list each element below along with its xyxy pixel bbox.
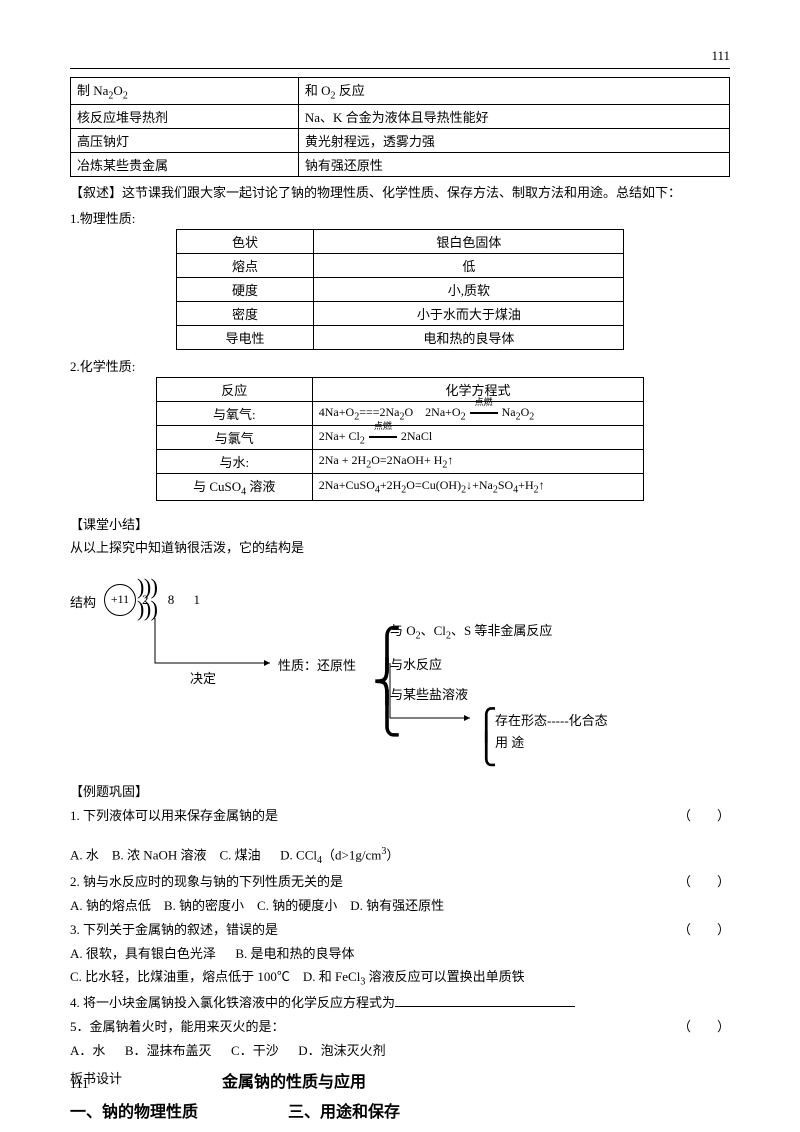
summary-text: 从以上探究中知道钠很活泼，它的结构是 — [70, 538, 730, 558]
page-number-top: 111 — [711, 48, 730, 64]
table-physical: 色状银白色固体熔点低硬度小,质软密度小于水而大于煤油导电性电和热的良导体 — [176, 229, 625, 350]
table-uses: 制 Na2O2和 O2 反应核反应堆导热剂Na、K 合金为液体且导热性能好高压钠… — [70, 77, 730, 177]
structure-diagram: 结构 +11 2 8 1 ) ) ) ) ) ) 决定 性质：还原性 ⎧⎨⎩ 与… — [70, 568, 730, 768]
questions-block: 1. 下列液体可以用来保存金属钠的是（ ） A. 水 B. 浓 NaOH 溶液 C… — [70, 805, 730, 1062]
board-right: 三、用途和保存 — [288, 1098, 400, 1122]
reaction-salt: 与某些盐溶液 — [390, 684, 468, 703]
page-number-bottom: 111 — [70, 1076, 89, 1092]
question-options: A．水 B．湿抹布盖灭 C．干沙 D．泡沫灭火剂 — [70, 1040, 730, 1062]
existence-form: 存在形态-----化合态 — [495, 710, 608, 729]
question-row: 5．金属钠着火时，能用来灭火的是：（ ） — [70, 1016, 730, 1038]
question-row: 4. 将一小块金属钠投入氯化铁溶液中的化学反应方程式为 — [70, 992, 730, 1014]
reaction-nonmetal: 与 O2、Cl2、S 等非金属反应 — [390, 620, 552, 642]
header-rule — [70, 68, 730, 69]
question-row: 1. 下列液体可以用来保存金属钠的是（ ） — [70, 805, 730, 827]
question-options: A. 水 B. 浓 NaOH 溶液 C. 煤油 D. CCl4（d>1g/cm3… — [70, 843, 730, 869]
usage-label: 用 途 — [495, 732, 524, 751]
narration-text: 这节课我们跟大家一起讨论了钠的物理性质、化学性质、保存方法、制取方法和用途。总结… — [122, 185, 681, 200]
section-physical-label: 1.物理性质: — [70, 208, 730, 227]
board-left: 一、钠的物理性质 — [70, 1098, 198, 1122]
property-label: 性质：还原性 — [278, 655, 356, 674]
question-options: A. 钠的熔点低 B. 钠的密度小 C. 钠的硬度小 D. 钠有强还原性 — [70, 895, 730, 917]
board-headings: 一、钠的物理性质 三、用途和保存 — [70, 1098, 730, 1122]
question-options: A. 很软，具有银白色光泽 B. 是电和热的良导体C. 比水轻，比煤油重，熔点低… — [70, 943, 730, 990]
reaction-water: 与水反应 — [390, 654, 442, 673]
determines-label: 决定 — [190, 668, 216, 687]
board-design-row: 板书设计 金属钠的性质与应用 — [70, 1068, 730, 1092]
section-chemical-label: 2.化学性质: — [70, 356, 730, 375]
board-title: 金属钠的性质与应用 — [222, 1068, 366, 1092]
narration-label: 【叙述】 — [70, 185, 122, 200]
question-row: 3. 下列关于金属钠的叙述，错误的是（ ） — [70, 919, 730, 941]
narration: 【叙述】这节课我们跟大家一起讨论了钠的物理性质、化学性质、保存方法、制取方法和用… — [70, 183, 730, 203]
summary-label: 【课堂小结】 — [70, 515, 730, 535]
table-chemical: 反应化学方程式与氧气:4Na+O2===2Na2O 2Na+O2 点燃 Na2O… — [156, 377, 644, 501]
exercises-label: 【例题巩固】 — [70, 782, 730, 802]
question-row: 2. 钠与水反应时的现象与钠的下列性质无关的是（ ） — [70, 871, 730, 893]
